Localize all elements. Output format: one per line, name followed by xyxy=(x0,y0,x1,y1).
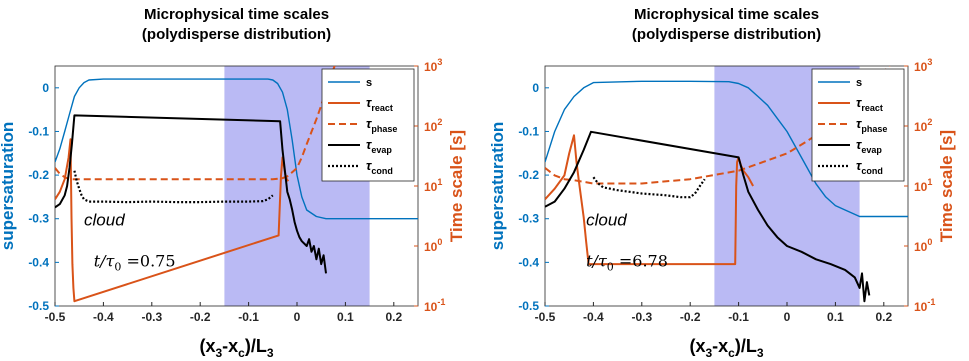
legend: s τreact τphase τevap τcond xyxy=(321,68,415,182)
x-tick-label: 0.2 xyxy=(875,310,892,324)
legend-entry: τevap xyxy=(856,137,882,155)
legend-entry: τreact xyxy=(366,95,393,113)
y-right-tick-label: 101 xyxy=(914,177,932,194)
chart-subtitle: (polydisperse distribution) xyxy=(142,26,331,43)
legend-entry: τcond xyxy=(856,158,883,176)
x-axis-label: (x3-xc)/L3 xyxy=(199,336,273,360)
y-left-tick-label: -0.2 xyxy=(518,168,539,182)
y-left-tick-label: -0.3 xyxy=(518,212,539,226)
legend-entry: τreact xyxy=(856,95,883,113)
legend-entry: s xyxy=(856,77,862,89)
y-left-tick-label: -0.4 xyxy=(28,255,49,269)
legend-entry: τphase xyxy=(366,116,397,134)
y-left-tick-label: -0.5 xyxy=(28,299,49,313)
series-line-s xyxy=(55,78,418,220)
legend-box xyxy=(811,68,905,182)
y-right-tick-label: 10-1 xyxy=(424,297,445,314)
y-right-tick-label: 101 xyxy=(424,177,442,194)
y-right-tick-label: 10-1 xyxy=(914,297,935,314)
chart-panel-2: -0.5 -0.4 -0.3 -0.2 -0.1 0 0.1 0.2 -0.5 -0.4 -0.3 -… xyxy=(488,6,956,360)
x-tick-label: -0.5 xyxy=(45,310,66,324)
series-group xyxy=(55,66,418,303)
y-left-tick-label: 0 xyxy=(532,81,539,95)
chart-subtitle: (polydisperse distribution) xyxy=(632,26,821,43)
x-tick-label: -0.4 xyxy=(583,310,604,324)
legend-entry: s xyxy=(366,77,372,89)
y-axis-label-right: Time scale [s] xyxy=(447,130,466,242)
y-right-tick-label: 103 xyxy=(914,57,932,74)
series-line-s xyxy=(545,80,908,218)
cloud-annotation: cloud xyxy=(84,210,125,229)
x-tick-label: -0.2 xyxy=(680,310,701,324)
legend-entry: τevap xyxy=(366,137,392,155)
legend-entry: τphase xyxy=(856,116,887,134)
y-right-tick-label: 102 xyxy=(424,117,442,134)
legend-box xyxy=(321,68,415,182)
x-tick-label: -0.1 xyxy=(728,310,749,324)
y-left-tick-label: -0.1 xyxy=(518,124,539,138)
time-ratio-annotation: t/τ0 =6.78 xyxy=(586,252,668,274)
y-left-tick-label: -0.3 xyxy=(28,212,49,226)
y-right-tick-label: 100 xyxy=(424,237,442,254)
chart-title: Microphysical time scales xyxy=(144,6,329,23)
time-ratio-annotation: t/τ0 =0.75 xyxy=(94,252,176,274)
x-tick-label: -0.3 xyxy=(631,310,652,324)
series-line-τevap xyxy=(545,130,871,303)
chart-title: Microphysical time scales xyxy=(634,6,819,23)
series-line-τcond xyxy=(592,176,706,199)
x-tick-label: 0.2 xyxy=(385,310,402,324)
y-right-tick-label: 103 xyxy=(424,57,442,74)
x-tick-label: 0.1 xyxy=(827,310,844,324)
series-line-τevap xyxy=(55,114,327,274)
legend: s τreact τphase τevap τcond xyxy=(811,68,905,182)
y-right-tick-label: 100 xyxy=(914,237,932,254)
x-tick-label: -0.1 xyxy=(238,310,259,324)
y-right-tick-label: 102 xyxy=(914,117,932,134)
x-axis-label: (x3-xc)/L3 xyxy=(689,336,763,360)
series-line-τphase xyxy=(55,66,336,181)
x-tick-label: 0 xyxy=(294,310,301,324)
x-tick-label: -0.5 xyxy=(535,310,556,324)
legend-entry: τcond xyxy=(366,158,393,176)
x-tick-label: 0.1 xyxy=(337,310,354,324)
x-tick-label: -0.2 xyxy=(190,310,211,324)
x-tick-label: -0.3 xyxy=(141,310,162,324)
y-axis-label-right: Time scale [s] xyxy=(937,130,956,242)
y-axis-label-left: supersaturation xyxy=(0,122,17,250)
y-axis-label-left: supersaturation xyxy=(488,122,507,250)
x-tick-label: 0 xyxy=(784,310,791,324)
y-left-tick-label: -0.5 xyxy=(518,299,539,313)
y-left-tick-label: -0.2 xyxy=(28,168,49,182)
x-tick-label: -0.4 xyxy=(93,310,114,324)
chart-panel-1: -0.5 -0.4 -0.3 -0.2 -0.1 0 0.1 0.2 -0.5 -0.4 -0.3 -… xyxy=(0,6,466,360)
y-left-tick-label: 0 xyxy=(42,81,49,95)
cloud-annotation: cloud xyxy=(586,210,627,229)
y-left-tick-label: -0.1 xyxy=(28,124,49,138)
y-left-tick-label: -0.4 xyxy=(518,255,539,269)
